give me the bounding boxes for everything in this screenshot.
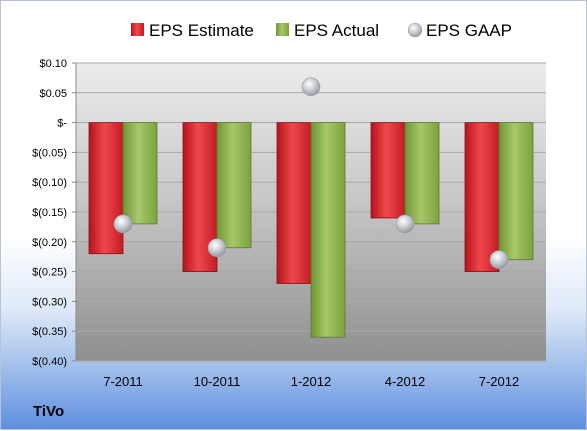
eps-actual-bar	[404, 122, 440, 225]
y-axis: $0.10 $0.05 $- $(0.05) $(0.10) $(0.15) $(0.20)…	[32, 58, 77, 368]
y-tick-label: $(0.35)	[32, 326, 67, 338]
bars	[88, 122, 534, 338]
eps-estimate-bar	[276, 122, 312, 284]
y-tick-label: $0.05	[39, 88, 67, 100]
x-tick-label: 7-2011	[103, 374, 143, 389]
y-tick-label: $(0.20)	[32, 237, 67, 249]
legend-label: EPS Actual	[294, 21, 379, 40]
eps-actual-bar	[310, 122, 346, 338]
eps-estimate-bar	[370, 122, 406, 219]
y-tick-label: $(0.40)	[32, 356, 67, 368]
y-tick-label: $(0.10)	[32, 177, 67, 189]
y-tick-label: $(0.25)	[32, 267, 67, 279]
gaap-markers	[113, 77, 509, 269]
x-axis: 7-2011 10-2011 1-2012 4-2012 7-2012	[103, 374, 519, 389]
legend-swatch	[131, 23, 144, 36]
eps-estimate-bar	[88, 122, 124, 255]
x-tick-label: 4-2012	[385, 374, 425, 389]
eps-actual-bar	[498, 122, 534, 261]
eps-actual-bar	[216, 122, 252, 249]
y-tick-label: $(0.05)	[32, 147, 67, 159]
x-tick-label: 10-2011	[194, 374, 241, 389]
eps-gaap-marker	[207, 238, 227, 258]
y-tick-label: $(0.30)	[32, 296, 67, 308]
x-tick-label: 7-2012	[479, 374, 519, 389]
legend: EPS Estimate EPS Actual EPS GAAP	[131, 21, 512, 40]
company-label: TiVo	[33, 403, 65, 420]
eps-actual-bar	[122, 122, 158, 225]
x-tick-label: 1-2012	[291, 374, 331, 389]
legend-label: EPS GAAP	[426, 21, 512, 40]
eps-gaap-marker	[489, 250, 509, 269]
y-tick-label: $(0.15)	[32, 207, 67, 219]
legend-swatch	[276, 23, 289, 36]
eps-gaap-marker	[113, 214, 133, 234]
legend-label: EPS Estimate	[149, 21, 254, 40]
y-tick-label: $-	[57, 118, 67, 130]
eps-gaap-marker	[395, 214, 415, 234]
eps-gaap-marker	[301, 77, 321, 97]
eps-estimate-bar	[464, 122, 500, 272]
legend-swatch	[407, 22, 423, 38]
y-tick-label: $0.10	[39, 58, 67, 70]
